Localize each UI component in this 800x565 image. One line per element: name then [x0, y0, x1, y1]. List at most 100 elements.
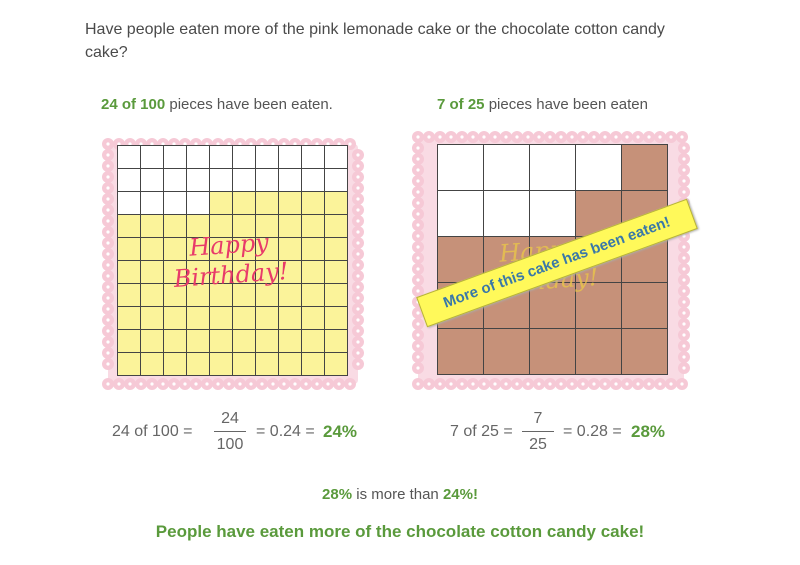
cake-piece [187, 238, 210, 261]
plate-dot [625, 135, 629, 139]
plate-dot [636, 382, 640, 386]
plate-dot [356, 307, 360, 311]
plate-dot [416, 278, 420, 282]
cake1-equation: 24 of 100 = 24 100 = 0.24 = 24% [112, 410, 372, 456]
plate-dot [106, 274, 110, 278]
plate-dot [172, 142, 176, 146]
plate-dot [504, 135, 508, 139]
plate-dot [416, 190, 420, 194]
plate-dot [682, 157, 686, 161]
cake-piece [279, 307, 302, 330]
eaten-piece [438, 145, 484, 191]
cake-piece [187, 353, 210, 376]
cake-piece [530, 329, 576, 375]
plate-dot [592, 135, 596, 139]
plate-dot [282, 142, 286, 146]
plate-dot [416, 223, 420, 227]
plate-dot [117, 382, 121, 386]
cake-piece [279, 215, 302, 238]
plate-dot [570, 382, 574, 386]
eaten-piece [484, 191, 530, 237]
plate-dot [106, 318, 110, 322]
cake-piece [279, 330, 302, 353]
plate-dot [356, 219, 360, 223]
cake-piece [279, 261, 302, 284]
cake-piece [141, 284, 164, 307]
cake-piece [164, 238, 187, 261]
cake-piece [118, 353, 141, 376]
question-text: Have people eaten more of the pink lemon… [85, 21, 665, 61]
plate-dot [356, 241, 360, 245]
cake-piece [325, 353, 348, 376]
plate-dot [682, 355, 686, 359]
plate-dot [682, 322, 686, 326]
plate-dot [356, 285, 360, 289]
plate-dot [682, 311, 686, 315]
plate-dot [614, 382, 618, 386]
plate-dot [438, 135, 442, 139]
plate-dot [356, 230, 360, 234]
cake-piece [622, 145, 668, 191]
plate-dot [356, 296, 360, 300]
plate-dot [682, 179, 686, 183]
plate-dot [183, 142, 187, 146]
cake-piece [210, 215, 233, 238]
plate-dot [682, 256, 686, 260]
plate-dot [106, 340, 110, 344]
cake-piece [233, 261, 256, 284]
cake-piece [302, 330, 325, 353]
plate-dot [315, 382, 319, 386]
plate-dot [682, 300, 686, 304]
cake1-grid [117, 145, 348, 376]
plate-dot [194, 142, 198, 146]
plate-dot [106, 241, 110, 245]
cake2-caption-rest: pieces have been eaten [484, 96, 648, 113]
cake-piece [576, 329, 622, 375]
eaten-piece [530, 145, 576, 191]
plate-dot [680, 382, 684, 386]
plate-dot [205, 142, 209, 146]
plate-dot [106, 351, 110, 355]
plate-dot [106, 142, 110, 146]
cake-piece [438, 329, 484, 375]
plate-dot [581, 382, 585, 386]
plate-dot [227, 142, 231, 146]
plate-dot [106, 208, 110, 212]
plate-dot [356, 164, 360, 168]
plate-dot [106, 296, 110, 300]
eaten-piece [256, 169, 279, 192]
plate-dot [150, 382, 154, 386]
cake-piece [302, 192, 325, 215]
plate-dot [471, 382, 475, 386]
cake-piece [325, 307, 348, 330]
plate-dot [416, 179, 420, 183]
plate-dot [293, 382, 297, 386]
cake-piece [141, 238, 164, 261]
plate-dot [106, 230, 110, 234]
plate-dot [128, 142, 132, 146]
eaten-piece [233, 146, 256, 169]
cake1-frac-bar [214, 431, 246, 432]
plate-dot [326, 142, 330, 146]
cake2-frac-bar [522, 431, 554, 432]
eaten-piece [210, 169, 233, 192]
plate-dot [682, 234, 686, 238]
plate-dot [682, 366, 686, 370]
eaten-piece [256, 146, 279, 169]
plate-dot [106, 263, 110, 267]
plate-dot [658, 135, 662, 139]
plate-dot [482, 382, 486, 386]
plate-dot [416, 344, 420, 348]
cake-piece [233, 215, 256, 238]
plate-dot [592, 382, 596, 386]
cake-piece [279, 192, 302, 215]
cake-piece [325, 215, 348, 238]
plate-dot [293, 142, 297, 146]
plate-dot [682, 289, 686, 293]
cake-piece [325, 261, 348, 284]
cake-piece [256, 307, 279, 330]
cake-piece [622, 283, 668, 329]
plate-dot [416, 355, 420, 359]
plate-dot [416, 146, 420, 150]
plate-dot [460, 382, 464, 386]
